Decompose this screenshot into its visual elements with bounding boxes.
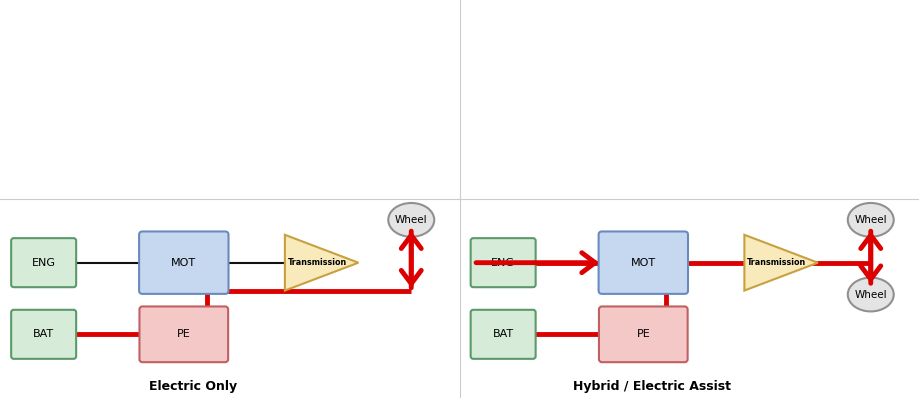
FancyBboxPatch shape (471, 238, 536, 287)
Text: Electric Only: Electric Only (149, 380, 237, 392)
FancyBboxPatch shape (11, 310, 76, 359)
FancyBboxPatch shape (471, 310, 536, 359)
Polygon shape (285, 235, 358, 291)
Text: ENG: ENG (31, 258, 56, 268)
Text: PE: PE (177, 329, 190, 339)
Text: BAT: BAT (493, 329, 514, 339)
Text: ENG: ENG (491, 258, 516, 268)
Text: Transmission: Transmission (288, 258, 346, 267)
Text: PE: PE (637, 329, 650, 339)
Ellipse shape (388, 203, 435, 237)
Ellipse shape (848, 278, 894, 311)
Text: MOT: MOT (171, 258, 197, 268)
Text: Wheel: Wheel (395, 215, 427, 225)
FancyBboxPatch shape (599, 306, 687, 362)
Text: Hybrid / Electric Assist: Hybrid / Electric Assist (573, 380, 732, 392)
Ellipse shape (848, 203, 894, 237)
Text: BAT: BAT (33, 329, 54, 339)
Polygon shape (744, 235, 818, 291)
FancyBboxPatch shape (11, 238, 76, 287)
FancyBboxPatch shape (140, 306, 228, 362)
FancyBboxPatch shape (598, 232, 688, 294)
FancyBboxPatch shape (139, 232, 229, 294)
Text: Wheel: Wheel (855, 215, 887, 225)
Text: Wheel: Wheel (855, 289, 887, 300)
Text: MOT: MOT (630, 258, 656, 268)
Text: Transmission: Transmission (747, 258, 806, 267)
